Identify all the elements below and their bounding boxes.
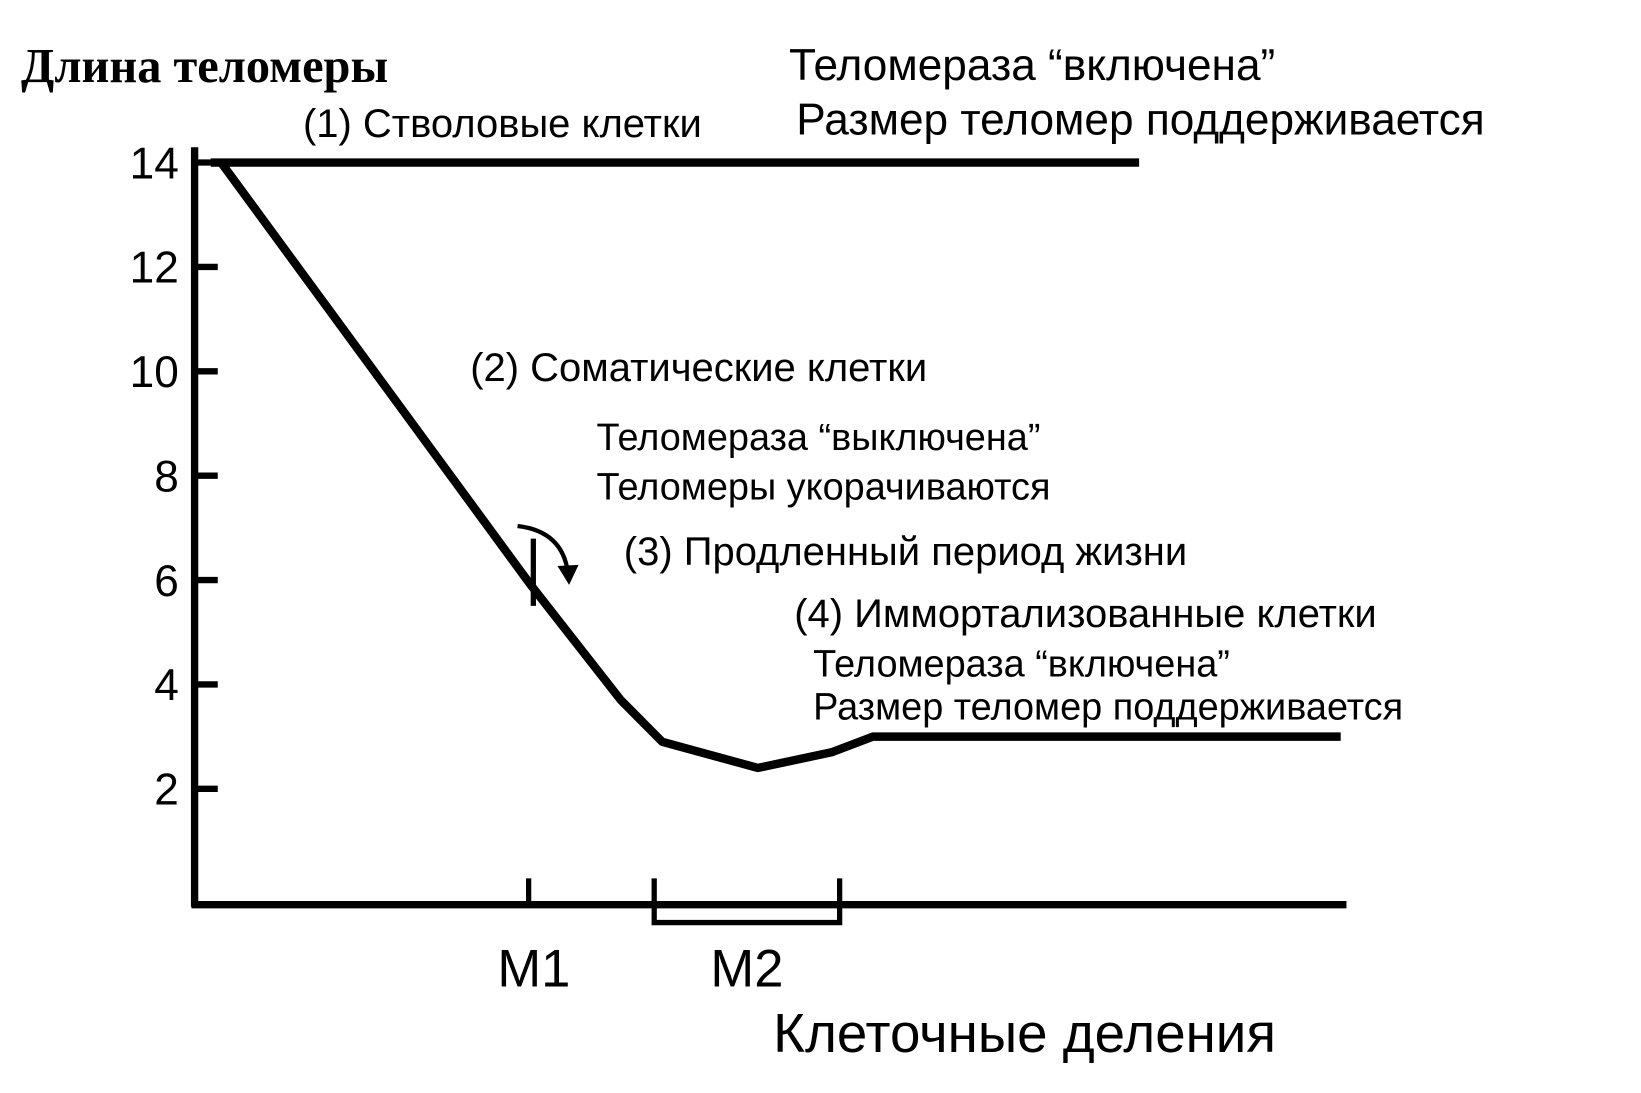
annotation: Теломераза “включена”	[813, 643, 1230, 685]
y-tick-label: 12	[130, 244, 179, 293]
annotation: Размер теломер поддерживается	[796, 96, 1484, 145]
y-tick-label: 14	[130, 139, 179, 188]
y-tick-label: 4	[154, 661, 179, 710]
annotation: (3) Продленный период жизни	[624, 530, 1187, 574]
series-line	[217, 160, 1341, 773]
annotation: Размер теломер поддерживается	[813, 687, 1403, 729]
y-tick-label: 2	[154, 766, 179, 815]
x-marker-label: M2	[710, 940, 783, 999]
arrow	[517, 523, 571, 574]
x-marker-bracket	[651, 878, 843, 926]
annotation: Теломеры укорачиваются	[596, 467, 1050, 509]
series-label: (1) Стволовые клетки	[303, 102, 702, 146]
x-marker-label: M1	[497, 940, 570, 999]
y-tick-label: 6	[154, 557, 179, 606]
series-label: (2) Соматические клетки	[470, 346, 927, 390]
annotation: Теломераза “выключена”	[596, 417, 1040, 459]
y-tick-label: 10	[130, 348, 179, 397]
x-axis-label: Клеточные деления	[773, 1002, 1276, 1064]
y-tick-label: 8	[154, 452, 179, 501]
arrow-head	[557, 564, 579, 585]
annotation: Теломераза “включена”	[789, 41, 1275, 90]
annotation: (4) Иммортализованные клетки	[794, 592, 1377, 636]
chart-title: Длина теломеры	[21, 40, 388, 93]
